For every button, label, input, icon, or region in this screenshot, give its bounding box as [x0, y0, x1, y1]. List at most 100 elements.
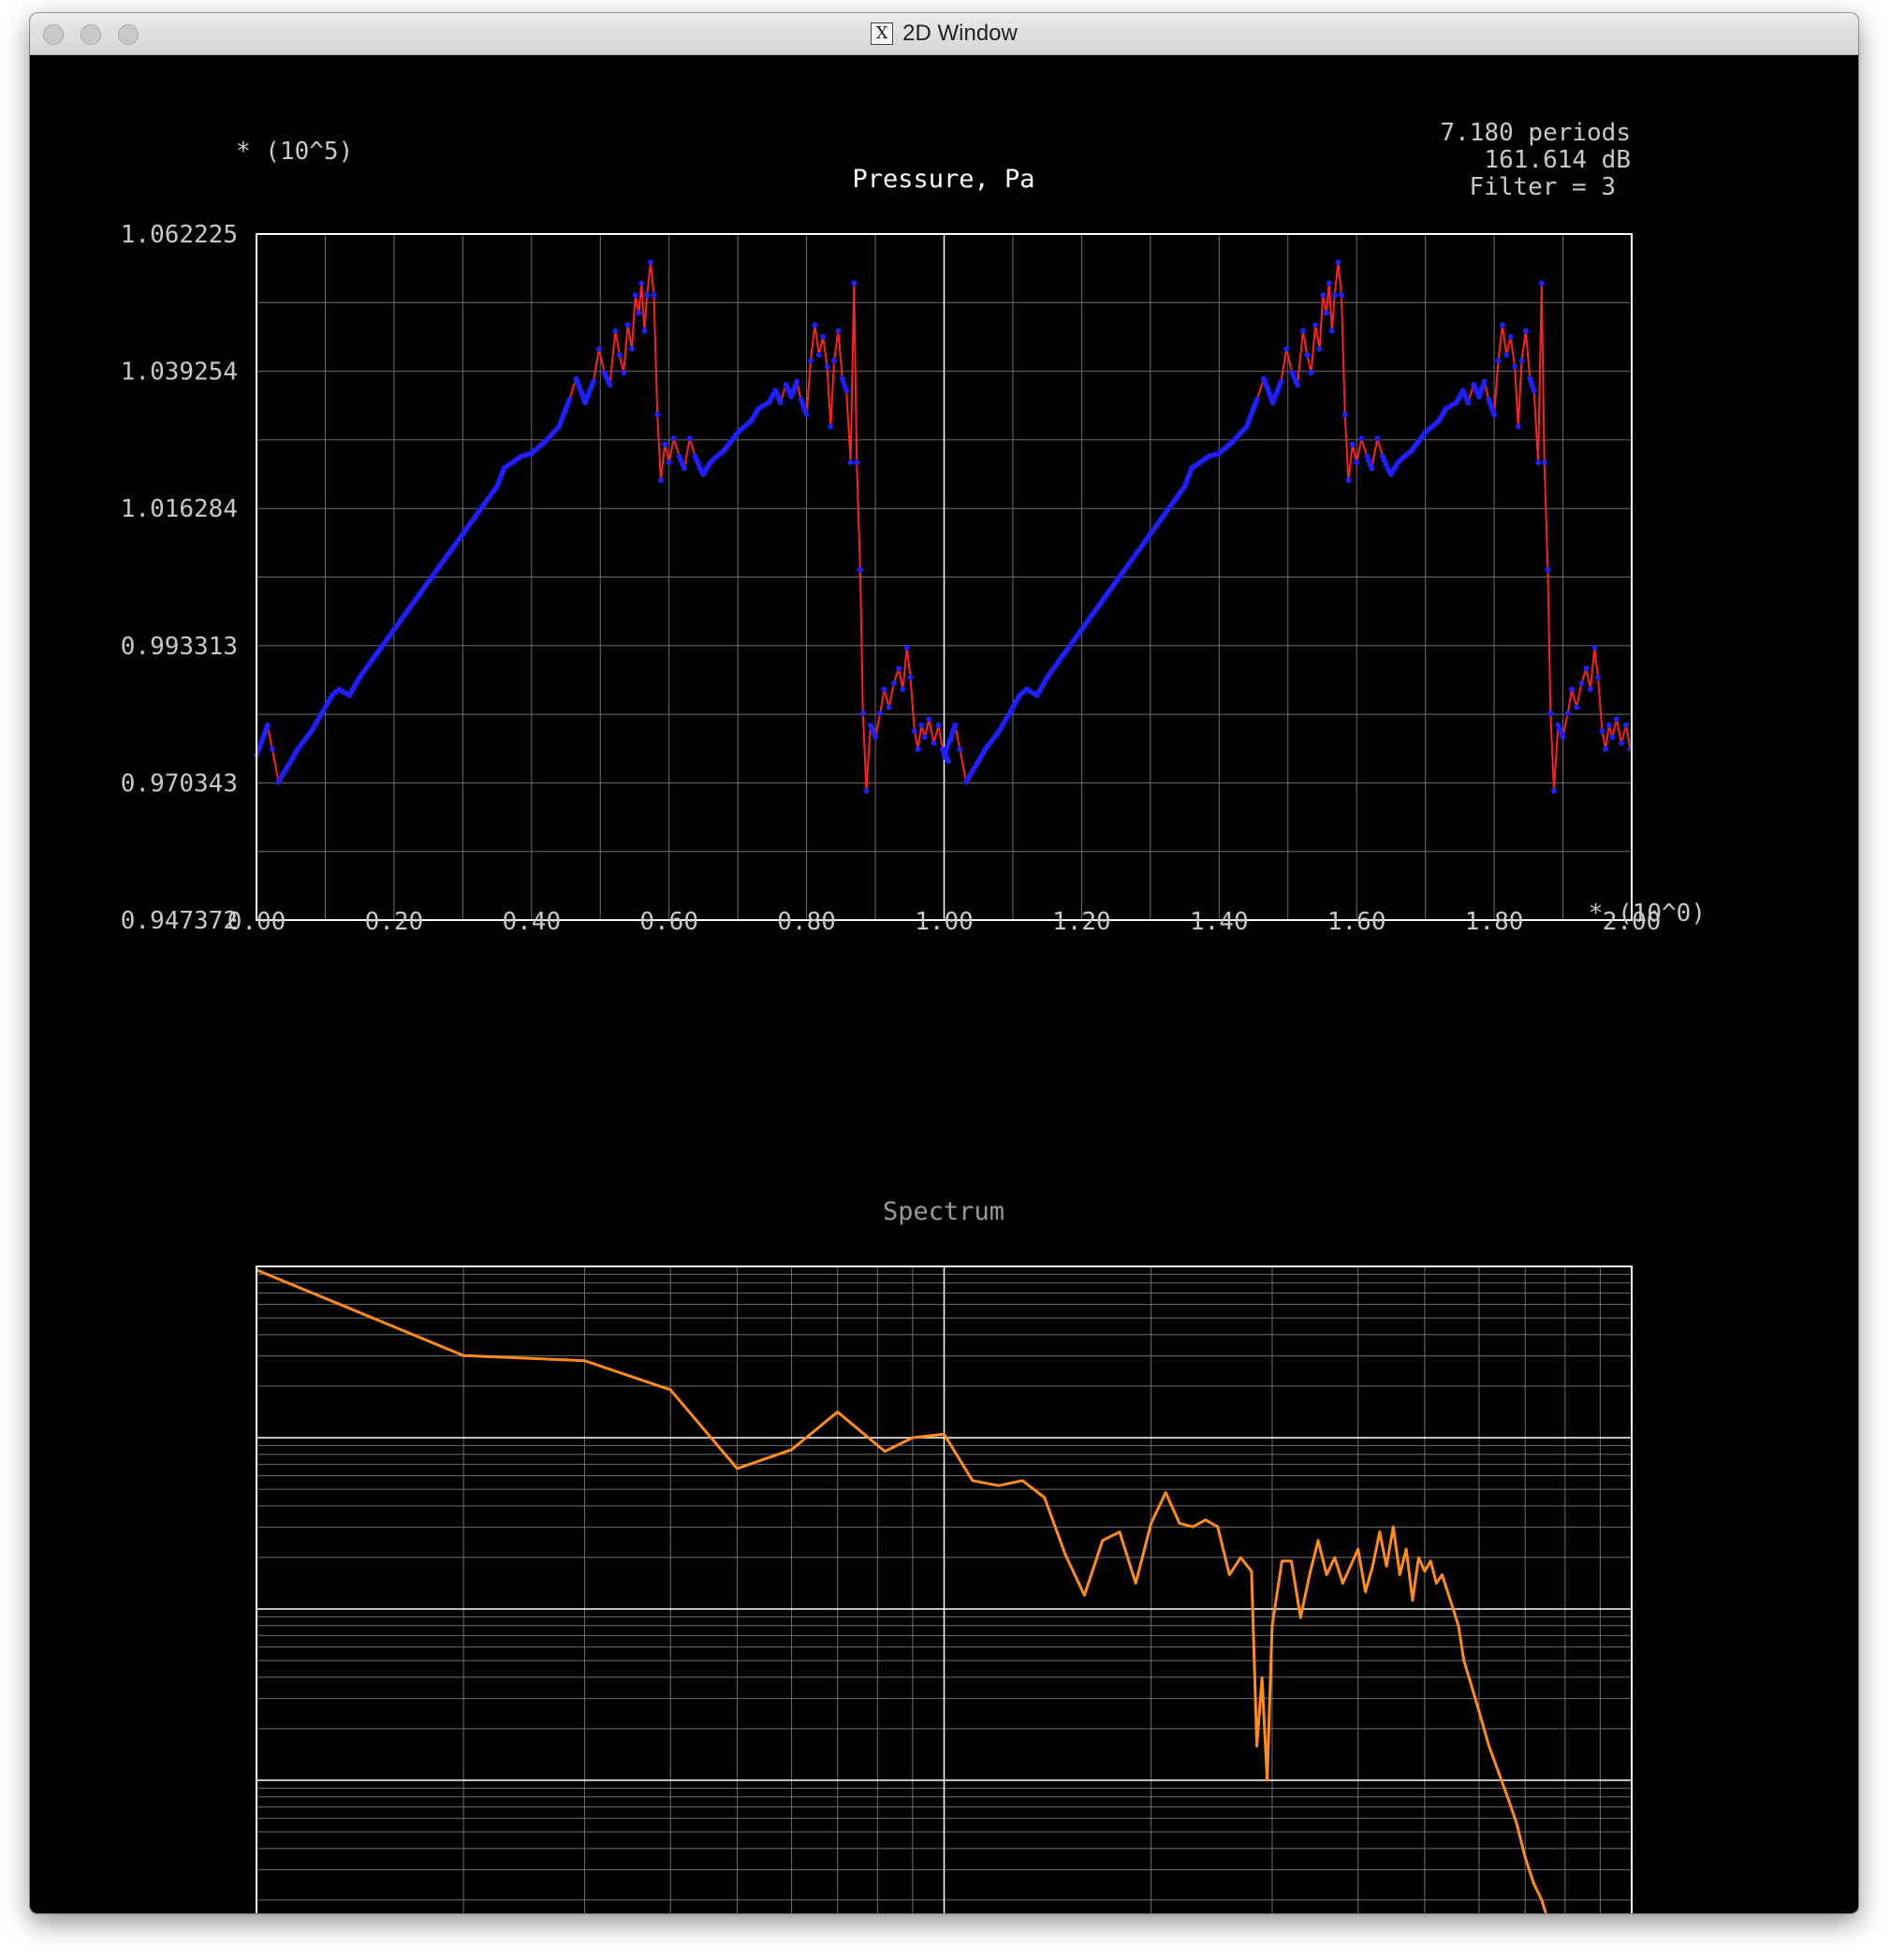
pressure-point: [1369, 465, 1375, 472]
spectrum-frame-rect: [256, 1265, 1633, 1913]
pressure-point: [1515, 423, 1521, 430]
pressure-point: [1507, 333, 1514, 340]
minimize-button[interactable]: [81, 24, 101, 45]
pressure-point: [1578, 680, 1585, 687]
pressure-grid: [257, 234, 1632, 920]
pressure-point: [935, 722, 942, 728]
y-tick-label: 0.947372: [121, 907, 238, 935]
pressure-point: [670, 435, 677, 442]
y-tick-label: 1.062225: [121, 221, 238, 249]
pressure-point: [794, 378, 800, 385]
pressure-point: [1619, 739, 1624, 746]
pressure-point: [820, 333, 827, 340]
pressure-point: [921, 734, 928, 740]
title-bar[interactable]: X 2D Window: [30, 13, 1858, 55]
pressure-point: [911, 728, 917, 735]
pressure-point: [1587, 686, 1593, 693]
pressure-point: [1583, 666, 1590, 672]
pressure-point: [641, 328, 648, 334]
pressure-point: [881, 686, 887, 693]
pressure-point: [566, 396, 573, 402]
pressure-point: [831, 358, 837, 364]
pressure-point: [1328, 328, 1335, 334]
pressure-point: [835, 328, 842, 334]
plot-canvas: 1.062225 1.039254 1.016284 0.993313 0.970343…: [121, 119, 1706, 1913]
info-filter: Filter = 3: [1469, 173, 1616, 201]
pressure-point: [1374, 435, 1381, 442]
pressure-point: [269, 746, 275, 753]
x-multiplier-label: * (10^0): [1589, 900, 1706, 928]
pressure-plot-frame: [256, 233, 1633, 921]
pressure-point: [1599, 728, 1605, 735]
pressure-point: [1522, 328, 1529, 334]
pressure-point: [815, 352, 822, 358]
x-tick-label: 0.20: [365, 908, 424, 936]
spectrum-grid: [257, 1266, 1632, 1913]
pressure-point: [629, 345, 635, 352]
pressure-point: [918, 722, 925, 728]
pressure-point: [1499, 322, 1505, 329]
pressure-point: [828, 423, 834, 430]
y-tick-label: 0.993313: [121, 633, 238, 661]
pressure-point: [854, 460, 860, 465]
pressure-point: [1541, 460, 1547, 465]
pressure-point: [907, 674, 914, 680]
pressure-point: [624, 322, 631, 329]
pressure-point: [595, 345, 602, 352]
info-db: 161.614 dB: [1484, 146, 1631, 174]
pressure-point: [686, 435, 693, 442]
pressure-point: [1304, 352, 1311, 358]
pressure-point: [1535, 460, 1542, 465]
spectrum-plot-frame: [256, 1265, 1633, 1913]
pressure-point: [777, 400, 784, 406]
pressure-point: [1574, 704, 1580, 710]
x-tick-label: 2.00: [1603, 908, 1662, 936]
x-tick-label: 0.80: [777, 908, 836, 936]
spectrum-title: Spectrum: [883, 1197, 1004, 1226]
pressure-point: [636, 310, 642, 316]
pressure-point: [1349, 441, 1356, 447]
pressure-point: [1605, 722, 1612, 728]
y-tick-label: 1.016284: [121, 495, 238, 523]
pressure-point: [1512, 363, 1518, 370]
pressure-point: [1316, 345, 1323, 352]
pressure-point: [1545, 566, 1551, 573]
pressure-point: [654, 411, 661, 417]
pressure-point: [890, 680, 897, 687]
pressure-point: [1278, 378, 1284, 385]
pressure-point: [1538, 280, 1545, 286]
pressure-point: [886, 704, 892, 710]
pressure-point: [877, 710, 884, 716]
close-button[interactable]: [43, 24, 64, 45]
window-title: 2D Window: [902, 21, 1018, 46]
pressure-point: [632, 292, 638, 299]
pressure-point: [1491, 411, 1498, 417]
pressure-frame-rect: [256, 233, 1633, 921]
pressure-point: [847, 460, 854, 465]
pressure-point: [903, 644, 910, 651]
pressure-point: [1481, 378, 1488, 385]
pressure-point: [1591, 644, 1598, 651]
pressure-point: [1253, 396, 1260, 402]
x11-icon: X: [871, 22, 894, 45]
pressure-point: [1465, 400, 1472, 406]
pressure-point: [1560, 734, 1566, 740]
x-tick-label: 1.00: [915, 908, 974, 936]
y-multiplier-label: * (10^5): [236, 138, 353, 166]
pressure-axis-labels: 1.062225 1.039254 1.016284 0.993313 0.970343…: [121, 221, 1662, 936]
pressure-point: [1339, 292, 1344, 299]
app-window: X 2D Window 1.062225 1.039254 1.016284 0.99…: [30, 13, 1858, 1913]
y-tick-label: 0.970343: [121, 769, 238, 797]
pressure-point: [1613, 716, 1620, 723]
pressure-point: [1358, 435, 1365, 442]
pressure-point: [1320, 292, 1327, 299]
pressure-point: [264, 722, 271, 728]
zoom-button[interactable]: [118, 24, 139, 45]
pressure-point: [1569, 686, 1576, 693]
pressure-point: [657, 477, 664, 484]
pressure-point: [1308, 370, 1314, 376]
pressure-point: [590, 378, 596, 385]
pressure-point: [1335, 259, 1341, 266]
info-periods: 7.180 periods: [1441, 119, 1632, 147]
pressure-point: [666, 460, 672, 465]
